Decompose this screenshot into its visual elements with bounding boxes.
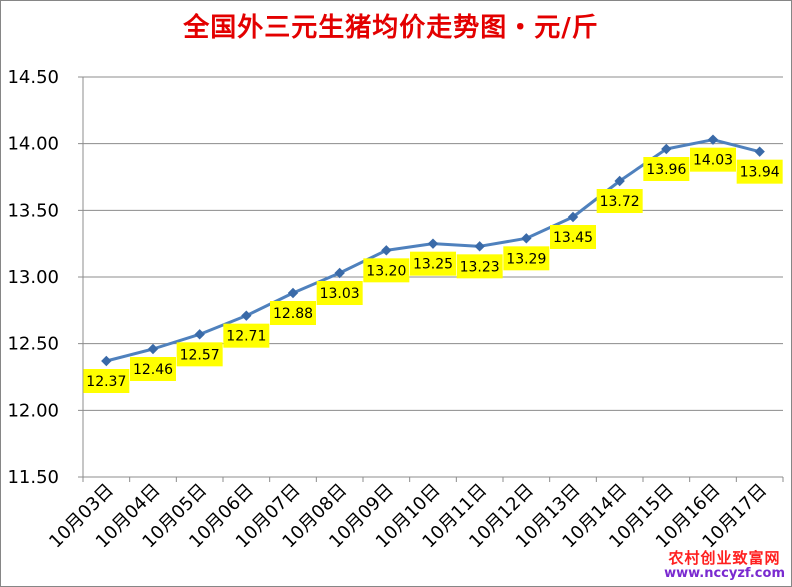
data-label-box: [176, 342, 223, 367]
data-point: [521, 233, 532, 244]
watermark: 农村创业致富网 www.nccyzf.com: [664, 548, 785, 582]
data-label: 13.03: [320, 286, 360, 302]
data-label: 12.37: [86, 374, 126, 390]
data-label-box: [690, 147, 736, 172]
watermark-site-name: 农村创业致富网: [668, 548, 781, 567]
data-label: 13.23: [460, 259, 500, 275]
data-label: 13.72: [600, 194, 640, 210]
y-tick-label: 12.00: [7, 400, 59, 421]
data-label-box: [83, 369, 130, 393]
data-label: 13.96: [646, 162, 686, 178]
data-point: [707, 134, 719, 145]
data-labels: 12.37 12.46 12.57 12.71 12.88 13.03 13.20 13.25…: [83, 147, 783, 393]
gridlines: [78, 76, 783, 478]
y-tick-label: 11.50: [7, 467, 59, 488]
data-point: [661, 143, 672, 155]
y-tick-labels: 11.50 12.00 12.50 13.00 13.50 14.00 14.50: [7, 67, 59, 488]
data-label-box: [410, 251, 456, 276]
data-label-box: [316, 281, 363, 305]
data-point: [567, 211, 579, 223]
data-label: 12.71: [226, 329, 266, 345]
data-label: 12.88: [273, 306, 313, 322]
data-label: 12.57: [180, 347, 220, 363]
data-point: [381, 245, 392, 256]
y-tick-label: 13.50: [7, 200, 59, 221]
data-point: [147, 343, 159, 355]
data-label-box: [503, 246, 550, 271]
data-point: [194, 329, 205, 340]
data-label-box: [550, 225, 596, 249]
data-label: 13.45: [553, 230, 593, 246]
data-label: 13.94: [740, 165, 780, 181]
data-label: 14.03: [693, 153, 733, 169]
axes: [82, 77, 784, 482]
data-label: 13.25: [413, 257, 453, 273]
data-label: 12.46: [133, 362, 173, 378]
y-tick-label: 14.50: [7, 67, 59, 88]
data-label-box: [596, 189, 643, 213]
data-label-box: [736, 159, 783, 184]
data-point: [474, 241, 485, 252]
data-point: [614, 175, 625, 187]
data-label-box: [456, 254, 503, 279]
data-label-box: [363, 258, 410, 283]
data-label-box: [130, 357, 176, 381]
data-point: [754, 146, 765, 157]
y-tick-label: 14.00: [7, 134, 59, 155]
data-point: [241, 310, 252, 321]
data-label: 13.29: [506, 251, 546, 267]
x-tick-labels: 10月03日10月04日10月05日10月06日10月07日10月08日10月0…: [45, 480, 771, 553]
data-point: [101, 355, 112, 367]
data-label-box: [223, 323, 270, 348]
chart-title: 全国外三元生猪均价走势图・元/斤: [183, 13, 599, 43]
watermark-url: www.nccyzf.com: [664, 566, 785, 582]
data-label: 13.20: [366, 263, 406, 279]
data-label-box: [270, 301, 316, 325]
data-point: [427, 238, 439, 249]
data-point: [334, 267, 345, 279]
y-tick-label: 12.50: [7, 334, 59, 355]
y-tick-label: 13.00: [7, 267, 59, 288]
data-point: [287, 287, 299, 299]
data-label-box: [643, 157, 690, 181]
